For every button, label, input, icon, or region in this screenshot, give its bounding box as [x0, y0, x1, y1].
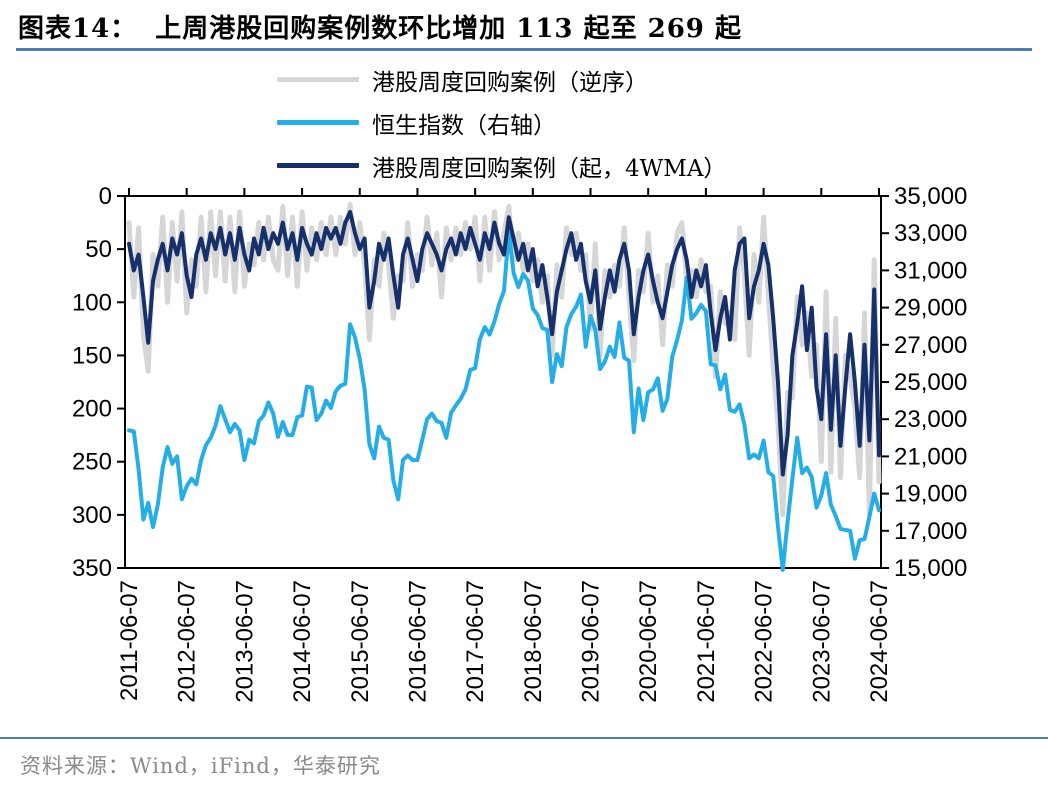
- right-axis-tick-label: 25,000: [894, 369, 967, 396]
- x-axis-tick-label: 2016-06-07: [404, 580, 431, 703]
- legend-label: 恒生指数（右轴）: [372, 112, 556, 139]
- right-axis-tick-label: 19,000: [894, 481, 967, 508]
- x-axis-tick-label: 2018-06-07: [520, 580, 547, 703]
- chart-title-text: 上周港股回购案例数环比增加 113 起至 269 起: [155, 14, 742, 44]
- right-axis-tick-label: 29,000: [894, 295, 967, 322]
- x-axis-tick-label: 2019-06-07: [578, 580, 605, 703]
- series-line-1: [127, 229, 881, 572]
- left-axis-tick-label: 350: [72, 555, 112, 582]
- legend-item-hsi: 恒生指数（右轴）: [277, 101, 726, 144]
- right-axis-tick-label: 33,000: [894, 220, 967, 247]
- left-axis-tick-label: 0: [99, 183, 112, 210]
- x-axis-tick-label: 2022-06-07: [751, 580, 778, 703]
- chart-title-prefix: 图表14：: [18, 14, 138, 44]
- right-axis: 35,000 33,000 31,000 29,000 27,000 25,000 23,0…: [881, 183, 967, 582]
- left-axis-tick-label: 300: [72, 502, 112, 529]
- x-axis-tick-label: 2012-06-07: [174, 580, 201, 703]
- x-axis-tick-label: 2011-06-07: [116, 580, 143, 701]
- legend-label: 港股周度回购案例（逆序）: [372, 69, 648, 96]
- x-axis-tick-label: 2023-06-07: [808, 580, 835, 703]
- right-axis-tick-label: 31,000: [894, 257, 967, 284]
- left-axis-tick-label: 50: [85, 236, 112, 263]
- series-line-0: [126, 202, 882, 518]
- x-axis-tick-label: 2013-06-07: [231, 580, 258, 703]
- right-axis-tick-label: 35,000: [894, 183, 967, 210]
- left-axis-tick-label: 250: [72, 449, 112, 476]
- chart-title: 图表14： 上周港股回购案例数环比增加 113 起至 269 起: [18, 8, 1032, 45]
- x-axis-tick-label: 2021-06-07: [693, 580, 720, 703]
- x-axis-tick-label: 2014-06-07: [289, 580, 316, 703]
- legend-item-buybacks-weekly: 港股周度回购案例（逆序）: [277, 58, 726, 101]
- x-axis-tick-label: 2015-06-07: [347, 580, 374, 703]
- right-axis-tick-label: 23,000: [894, 406, 967, 433]
- series-line-2: [127, 209, 881, 477]
- legend-swatch-navy-line: [277, 163, 359, 168]
- left-axis-tick-label: 150: [72, 342, 112, 369]
- left-axis-tick-label: 200: [72, 396, 112, 423]
- legend-swatch-gray-line: [277, 77, 359, 82]
- x-axis-tick-label: 2017-06-07: [462, 580, 489, 703]
- legend-label: 港股周度回购案例（起，4WMA）: [372, 155, 727, 182]
- right-axis-tick-label: 15,000: [894, 555, 967, 582]
- legend-item-buybacks-4wma: 港股周度回购案例（起，4WMA）: [277, 144, 726, 187]
- right-axis-tick-label: 27,000: [894, 332, 967, 359]
- chart-legend: 港股周度回购案例（逆序） 恒生指数（右轴） 港股周度回购案例（起，4WMA）: [277, 58, 726, 187]
- source-note: 资料来源：Wind，iFind，华泰研究: [20, 754, 381, 778]
- left-axis: 0 50 100 150 200 250 300 350: [72, 183, 125, 582]
- legend-swatch-blue-line: [277, 120, 359, 125]
- footer-divider: [0, 737, 1048, 739]
- right-axis-tick-label: 17,000: [894, 518, 967, 545]
- x-axis-tick-label: 2020-06-07: [635, 580, 662, 703]
- x-axis: 2011-06-07 2012-06-07 2013-06-07 2014-06-07…: [116, 188, 893, 703]
- left-axis-tick-label: 100: [72, 289, 112, 316]
- x-axis-tick-label: 2024-06-07: [866, 580, 893, 703]
- title-divider: [16, 48, 1032, 51]
- right-axis-tick-label: 21,000: [894, 443, 967, 470]
